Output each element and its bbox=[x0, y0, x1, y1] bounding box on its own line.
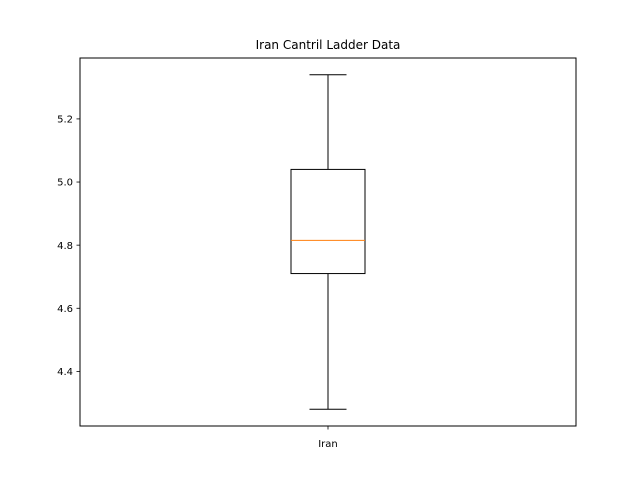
box-iqr bbox=[290, 168, 366, 275]
x-tick-label: Iran bbox=[318, 439, 338, 450]
y-tick-label: 5.2 bbox=[57, 115, 73, 126]
y-tick-label: 4.4 bbox=[57, 367, 73, 378]
y-tick-label: 4.6 bbox=[57, 304, 73, 315]
y-tick-label: 4.8 bbox=[57, 241, 73, 252]
y-tick-label: 5.0 bbox=[57, 178, 73, 189]
chart-title: Iran Cantril Ladder Data bbox=[256, 38, 401, 52]
plot-area: 4.4 4.6 4.8 5.0 5.2 Iran bbox=[57, 74, 366, 450]
axes-frame bbox=[79, 57, 577, 427]
